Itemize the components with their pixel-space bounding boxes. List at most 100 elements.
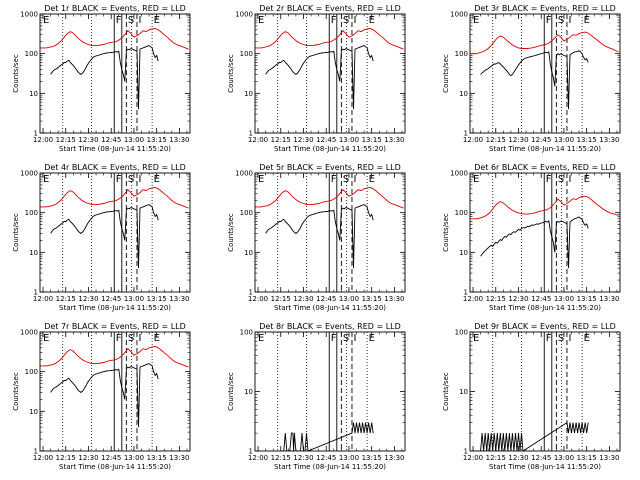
y-tick-label: 10 [29, 249, 38, 257]
lld-series-line [40, 28, 189, 50]
x-tick-label: 13:15 [362, 136, 382, 144]
time-marker-label: E [154, 333, 160, 344]
chart-title: Det 7r BLACK = Events, RED = LLD [44, 322, 186, 331]
time-marker-label: E [258, 333, 264, 344]
x-tick-label: 13:00 [124, 136, 144, 144]
time-marker-label: E [473, 333, 479, 344]
plot-frame [254, 331, 406, 452]
x-tick-label: 13:30 [169, 454, 189, 462]
chart-panel: Det 1r BLACK = Events, RED = LLD Counts/s… [12, 4, 191, 153]
y-tick-label: 10 [459, 249, 468, 257]
x-tick-label: 13:30 [169, 136, 189, 144]
plot-frame [39, 172, 191, 293]
chart-title: Det 1r BLACK = Events, RED = LLD [44, 4, 186, 13]
time-marker-label: I [568, 15, 571, 26]
x-tick-label: 12:45 [531, 295, 551, 303]
time-marker-label: S [343, 174, 349, 185]
x-tick-label: 12:30 [78, 136, 98, 144]
time-marker-label: F [116, 174, 122, 185]
time-marker-label: E [584, 333, 590, 344]
time-marker-label: I [568, 174, 571, 185]
time-marker-label: S [558, 174, 564, 185]
y-tick-label: 100 [25, 368, 38, 376]
chart-title: Det 3r BLACK = Events, RED = LLD [474, 4, 616, 13]
y-tick-label: 1 [464, 448, 468, 456]
x-tick-label: 13:30 [384, 454, 404, 462]
x-axis-label: Start Time (08-Jun-14 11:55:20) [59, 145, 171, 153]
y-tick-label: 1000 [235, 11, 253, 19]
time-marker-label: E [584, 174, 590, 185]
time-marker-label: S [558, 15, 564, 26]
x-tick-label: 13:30 [384, 136, 404, 144]
y-tick-label: 1000 [20, 170, 38, 178]
time-marker-label: I [138, 15, 141, 26]
chart-panel: Det 9r BLACK = Events, RED = LLD Counts/s… [442, 322, 621, 471]
y-tick-label: 1 [464, 289, 468, 297]
y-tick-label: 1 [249, 130, 253, 138]
x-tick-label: 12:15 [486, 295, 506, 303]
x-tick-label: 12:30 [293, 454, 313, 462]
time-marker-label: F [546, 333, 552, 344]
time-marker-label: S [128, 333, 134, 344]
events-series-line [480, 421, 589, 451]
time-marker-label: S [343, 333, 349, 344]
x-tick-label: 12:00 [463, 136, 483, 144]
y-axis-label: Counts/sec [227, 372, 235, 411]
lld-series-line [470, 31, 619, 55]
time-marker-label: I [138, 174, 141, 185]
lld-series-line [255, 28, 404, 50]
time-marker-label: E [473, 15, 479, 26]
y-tick-label: 10 [459, 388, 468, 396]
time-marker-label: E [369, 174, 375, 185]
y-axis-label: Counts/sec [12, 372, 20, 411]
x-tick-label: 13:00 [339, 295, 359, 303]
time-marker-label: E [154, 174, 160, 185]
x-tick-label: 13:15 [147, 136, 167, 144]
time-marker-label: E [473, 174, 479, 185]
y-axis-label: Counts/sec [227, 54, 235, 93]
time-marker-label: E [258, 174, 264, 185]
y-tick-label: 1 [34, 289, 38, 297]
x-tick-label: 12:15 [271, 295, 291, 303]
y-tick-label: 1000 [20, 329, 38, 337]
x-tick-label: 13:15 [362, 295, 382, 303]
x-tick-label: 13:00 [554, 295, 574, 303]
events-series-line [480, 216, 589, 269]
time-marker-label: E [154, 15, 160, 26]
time-marker-label: E [258, 15, 264, 26]
x-tick-label: 13:00 [339, 454, 359, 462]
time-marker-label: I [353, 174, 356, 185]
chart-title: Det 6r BLACK = Events, RED = LLD [474, 163, 616, 172]
x-tick-label: 12:30 [78, 454, 98, 462]
y-tick-label: 1 [249, 289, 253, 297]
time-marker-label: I [353, 333, 356, 344]
y-tick-label: 100 [25, 50, 38, 58]
x-tick-label: 12:00 [33, 454, 53, 462]
time-marker-label: E [584, 15, 590, 26]
x-axis-label: Start Time (08-Jun-14 11:55:20) [274, 304, 386, 312]
time-marker-label: S [128, 174, 134, 185]
x-tick-label: 13:15 [577, 136, 597, 144]
x-tick-label: 12:30 [78, 295, 98, 303]
chart-panel: Det 2r BLACK = Events, RED = LLD Counts/s… [227, 4, 406, 153]
x-tick-label: 13:00 [554, 454, 574, 462]
x-tick-label: 12:15 [56, 136, 76, 144]
x-tick-label: 12:15 [271, 454, 291, 462]
x-tick-label: 13:15 [577, 295, 597, 303]
x-tick-label: 13:00 [339, 136, 359, 144]
time-marker-label: F [331, 174, 337, 185]
plot-frame [39, 331, 191, 452]
x-tick-label: 13:30 [384, 295, 404, 303]
y-tick-label: 1 [249, 448, 253, 456]
time-marker-label: S [558, 333, 564, 344]
chart-title: Det 5r BLACK = Events, RED = LLD [259, 163, 401, 172]
x-tick-label: 12:45 [316, 136, 336, 144]
x-tick-label: 12:00 [248, 136, 268, 144]
lld-series-line [255, 187, 404, 209]
y-tick-label: 10 [244, 90, 253, 98]
chart-panel: Det 3r BLACK = Events, RED = LLD Counts/s… [442, 4, 621, 153]
x-tick-label: 12:15 [486, 454, 506, 462]
chart-panel: Det 8r BLACK = Events, RED = LLD Counts/s… [227, 322, 406, 471]
x-axis-label: Start Time (08-Jun-14 11:55:20) [59, 304, 171, 312]
